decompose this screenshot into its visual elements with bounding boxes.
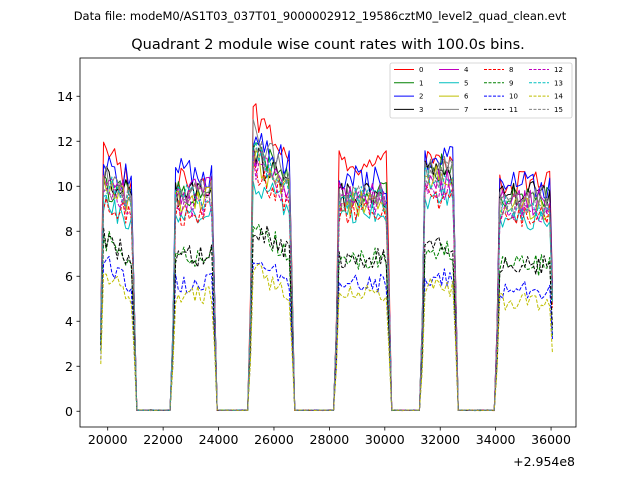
series-line-15 [100, 141, 553, 412]
x-tick-label: 24000 [199, 432, 239, 447]
legend-label-12: 12 [554, 66, 563, 74]
legend-label-15: 15 [554, 106, 563, 114]
legend-label-9: 9 [509, 79, 513, 87]
legend-label-1: 1 [419, 79, 423, 87]
plot-frame [79, 57, 577, 428]
legend-label-13: 13 [554, 79, 563, 87]
y-tick-label: 8 [65, 224, 73, 239]
x-tick-label: 30000 [365, 432, 405, 447]
legend-label-8: 8 [509, 66, 513, 74]
x-tick-label: 22000 [143, 432, 183, 447]
x-tick-label: 20000 [88, 432, 128, 447]
legend-label-3: 3 [419, 106, 423, 114]
legend-label-4: 4 [464, 66, 469, 74]
x-tick-label: 32000 [420, 432, 460, 447]
series-layer [100, 103, 553, 412]
legend-label-11: 11 [509, 106, 518, 114]
legend-label-7: 7 [464, 106, 468, 114]
axes-layer: 20000 22000 24000 26000 28000 30000 32000 34000… [57, 57, 577, 447]
x-offset-label: +2.954e8 [513, 454, 575, 469]
y-tick-label: 14 [57, 89, 73, 104]
y-tick-label: 12 [57, 134, 73, 149]
y-tick-label: 10 [57, 179, 73, 194]
legend-label-0: 0 [419, 66, 423, 74]
x-tick-label: 34000 [476, 432, 516, 447]
legend-label-5: 5 [464, 79, 468, 87]
legend-label-2: 2 [419, 93, 423, 101]
legend-box [389, 62, 573, 119]
legend-label-14: 14 [554, 93, 563, 101]
legend-label-10: 10 [509, 93, 518, 101]
y-tick-label: 2 [65, 359, 73, 374]
y-tick-label: 4 [65, 314, 73, 329]
chart-title: Quadrant 2 module wise count rates with … [131, 37, 525, 53]
x-tick-label: 26000 [254, 432, 294, 447]
legend-label-6: 6 [464, 93, 469, 101]
suptitle: Data file: modeM0/AS1T03_037T01_90000029… [74, 9, 567, 23]
y-tick-label: 6 [65, 269, 73, 284]
x-tick-label: 36000 [531, 432, 571, 447]
x-tick-label: 28000 [310, 432, 350, 447]
y-tick-label: 0 [65, 404, 73, 419]
